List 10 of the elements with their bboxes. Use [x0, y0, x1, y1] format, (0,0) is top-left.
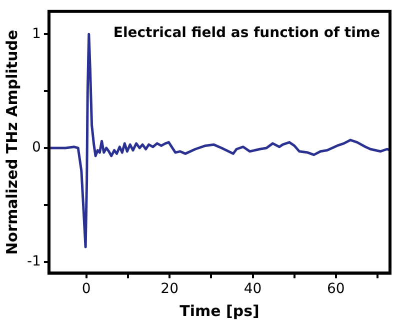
x-tick-label: 40: [244, 281, 262, 298]
y-tick-label: 0: [32, 140, 41, 156]
y-tick-label: 1: [32, 26, 41, 42]
x-tick-label: 0: [82, 281, 91, 298]
x-tick-label: 20: [160, 281, 178, 298]
x-tick-label: 60: [327, 281, 345, 298]
x-axis-title: Time [ps]: [180, 302, 260, 320]
y-tick-label: -1: [26, 253, 41, 270]
y-axis-title: Normalized THz Amplitude: [2, 30, 21, 255]
text: Electrical field as function of time: [113, 25, 380, 42]
